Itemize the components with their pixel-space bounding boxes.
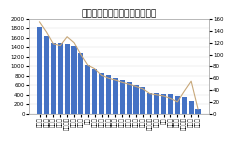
Bar (154, 93, 159, 114)
Bar (72, 46, 77, 114)
Bar (147, 93, 152, 114)
Bar (113, 78, 118, 114)
Bar (195, 109, 201, 114)
Bar (92, 69, 97, 114)
Bar (58, 43, 63, 114)
Bar (126, 82, 132, 114)
Bar (140, 87, 145, 114)
Bar (44, 36, 49, 114)
Title: 区別シェアハウス棟数・部屋数: 区別シェアハウス棟数・部屋数 (81, 9, 156, 18)
Bar (37, 27, 42, 114)
Bar (189, 101, 194, 114)
Bar (85, 65, 90, 114)
Bar (182, 97, 187, 114)
Bar (106, 75, 111, 114)
Bar (120, 80, 125, 114)
Bar (168, 94, 173, 114)
Bar (65, 44, 70, 114)
Bar (99, 73, 104, 114)
Bar (133, 85, 139, 114)
Bar (51, 43, 56, 114)
Bar (175, 96, 180, 114)
Bar (78, 53, 84, 114)
Bar (161, 94, 166, 114)
